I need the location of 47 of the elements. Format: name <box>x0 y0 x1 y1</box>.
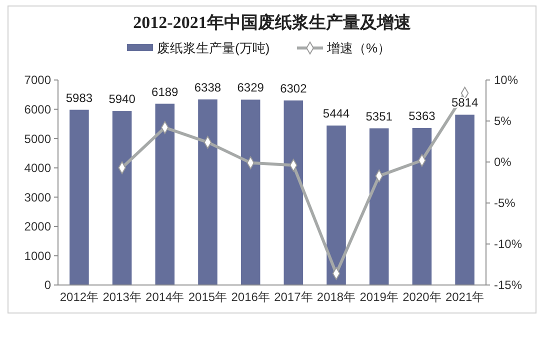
x-tick-label: 2020年 <box>402 290 442 304</box>
y-tick-label: 0 <box>44 278 52 292</box>
x-tick-label: 2013年 <box>102 290 142 304</box>
y-tick-label: 1000 <box>24 248 52 263</box>
y2-tick-label: 5% <box>494 114 512 128</box>
data-label: 5814 <box>451 96 478 110</box>
bar <box>198 99 218 285</box>
bar <box>112 111 132 285</box>
x-tick-label: 2012年 <box>60 290 99 304</box>
y-tick-label: 3000 <box>24 190 52 204</box>
y2-tick-label: 10% <box>494 73 518 88</box>
bar <box>155 104 175 285</box>
data-label: 5983 <box>66 90 93 105</box>
data-label: 6338 <box>194 80 222 94</box>
x-tick-label: 2021年 <box>445 290 484 304</box>
x-tick-label: 2017年 <box>274 290 313 304</box>
x-tick-label: 2015年 <box>188 290 228 304</box>
data-label: 6189 <box>152 84 179 99</box>
y-tick-label: 7000 <box>24 73 52 88</box>
y-tick-label: 4000 <box>24 161 52 176</box>
y2-tick-label: -15% <box>494 278 522 292</box>
y2-tick-label: -5% <box>494 196 516 210</box>
chart-title: 2012-2021年中国废纸浆生产量及增速 <box>133 13 411 32</box>
legend-label: 增速（%） <box>326 40 391 56</box>
x-tick-label: 2018年 <box>316 290 356 304</box>
legend-label: 废纸浆生产量(万吨) <box>157 40 270 56</box>
y-tick-label: 6000 <box>24 102 52 116</box>
data-label: 5940 <box>108 92 136 106</box>
data-label: 6329 <box>237 80 264 95</box>
bar <box>412 128 432 285</box>
x-tick-label: 2019年 <box>360 290 398 304</box>
data-label: 5351 <box>366 109 393 124</box>
bar <box>369 128 389 285</box>
bar <box>455 114 474 285</box>
data-label: 5444 <box>322 106 350 121</box>
y-tick-label: 5000 <box>24 132 52 146</box>
y-tick-label: 2000 <box>24 220 52 234</box>
data-label: 5363 <box>408 108 436 123</box>
bar <box>240 100 260 285</box>
y2-tick-label: 0% <box>494 155 512 170</box>
x-tick-label: 2016年 <box>231 290 270 304</box>
bar <box>284 100 304 285</box>
bar <box>70 110 89 285</box>
data-label: 6302 <box>280 81 308 96</box>
bar <box>326 126 346 285</box>
y2-tick-label: -10% <box>494 237 522 252</box>
x-tick-label: 2014年 <box>146 290 184 304</box>
